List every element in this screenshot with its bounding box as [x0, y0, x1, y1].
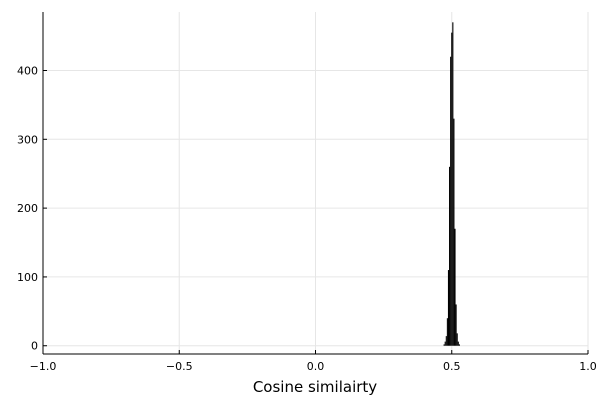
histogram-bar-9	[453, 118, 455, 346]
histogram-bar-3	[446, 318, 448, 346]
grid-lines	[42, 12, 589, 354]
histogram-bar-14	[458, 344, 460, 346]
x-tick-label-1: −0.5	[166, 360, 193, 373]
histogram-bar-4	[447, 270, 450, 346]
y-tick-label-3: 300	[17, 133, 38, 146]
histogram-bars	[443, 22, 460, 346]
x-axis-label: Cosine similairty	[253, 378, 377, 396]
histogram-bar-1	[444, 341, 446, 346]
histogram-bar-5	[449, 166, 451, 346]
histogram-bar-12	[456, 333, 458, 346]
y-tick-label-2: 200	[17, 202, 38, 215]
histogram-bar-2	[445, 336, 447, 346]
histogram-bar-13	[457, 341, 459, 346]
histogram-bar-7	[451, 32, 453, 346]
x-tick-label-4: 1.0	[579, 360, 597, 373]
histogram-bar-6	[450, 56, 452, 346]
histogram-bar-11	[455, 304, 457, 346]
y-tick-label-1: 100	[17, 271, 38, 284]
histogram-bar-10	[454, 228, 456, 346]
y-tick-label-4: 400	[17, 64, 38, 77]
y-ticks: 0 100 200 300 400	[17, 64, 47, 353]
x-tick-label-0: −1.0	[30, 360, 57, 373]
histogram-bar-0	[443, 344, 445, 346]
x-ticks: −1.0 −0.5 0.0 0.5 1.0	[30, 350, 597, 373]
y-tick-label-0: 0	[31, 340, 38, 353]
histogram-bar-8	[452, 22, 454, 346]
x-tick-label-3: 0.5	[443, 360, 461, 373]
x-tick-label-2: 0.0	[307, 360, 325, 373]
